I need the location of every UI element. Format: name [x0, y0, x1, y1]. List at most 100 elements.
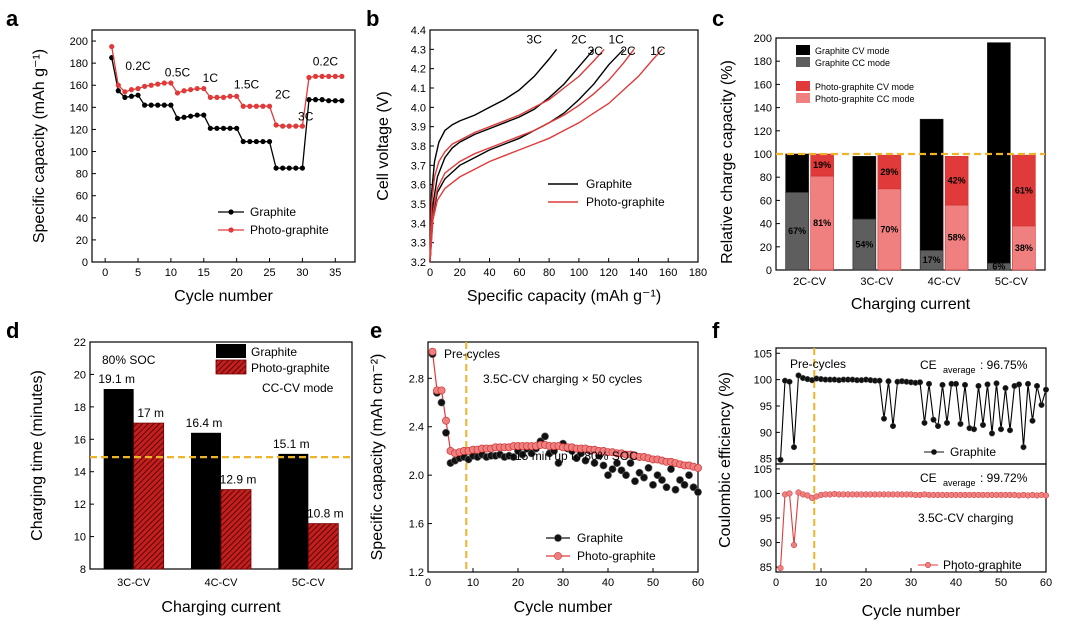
x-tick-label: 3C-CV	[117, 577, 151, 589]
x-tick-label: 30	[905, 577, 917, 589]
data-point	[273, 165, 279, 171]
data-point	[777, 456, 784, 463]
panel-letter: b	[366, 6, 379, 31]
y-tick-label: 3.5	[411, 199, 426, 211]
note-soc: 80% SOC	[102, 353, 156, 367]
data-point	[326, 98, 332, 104]
data-point	[975, 382, 982, 390]
data-point	[1002, 385, 1009, 392]
data-label: 190%	[987, 148, 1010, 158]
ce-subscript: average	[943, 478, 976, 488]
data-point	[174, 115, 181, 121]
legend-label: Photo-graphite CV mode	[815, 82, 914, 92]
data-point	[168, 102, 174, 108]
legend-label: Graphite	[250, 205, 296, 219]
bar-photo-graphite	[307, 523, 339, 570]
data-label: 19.1 m	[98, 372, 135, 386]
legend-label: Photo-graphite	[250, 223, 329, 237]
y-tick-label: 16	[74, 434, 86, 446]
y-tick-label: 120	[754, 126, 772, 138]
x-tick-label: 40	[483, 267, 495, 279]
rate-label: 2C	[620, 44, 636, 58]
y-tick-label: 85	[760, 562, 772, 574]
data-point	[128, 93, 135, 99]
data-point	[786, 378, 793, 385]
data-point-graphite	[667, 465, 675, 474]
x-tick-label: 40	[950, 577, 962, 589]
y-tick-label: 20	[74, 369, 86, 381]
bar-graphite-cv	[987, 42, 1011, 264]
y-tick-label: 4.2	[411, 64, 426, 76]
y-tick-label: 20	[760, 242, 772, 254]
x-tick-label: 4C-CV	[928, 276, 962, 288]
x-tick-label: 3C-CV	[860, 276, 894, 288]
data-label: 113%	[920, 180, 943, 190]
ce-label: CE	[920, 471, 937, 485]
data-point	[280, 165, 286, 171]
data-point-photo-graphite	[437, 386, 446, 395]
rate-label: 3C	[588, 44, 604, 58]
panel-a: a 0 20 40 60 80 100 120 140 160 180 200 0 5 10 15 20 25 30…	[6, 6, 356, 305]
data-label: 81%	[813, 218, 831, 228]
data-point	[135, 85, 141, 92]
panel-letter: a	[6, 6, 19, 31]
x-tick-label: 5C-CV	[995, 276, 1029, 288]
y-tick-label: 2.8	[409, 373, 424, 385]
data-point	[880, 415, 888, 422]
y-tick-label: 3.9	[411, 122, 426, 134]
data-point	[339, 73, 345, 79]
ce-subscript: average	[943, 365, 976, 375]
data-point	[293, 165, 299, 171]
legend-swatch	[796, 57, 810, 67]
data-point	[194, 85, 200, 92]
y-tick-label: 60	[76, 191, 88, 203]
x-tick-label: 50	[647, 577, 659, 589]
y-tick-label: 95	[760, 513, 772, 525]
x-tick-label: 10	[467, 577, 479, 589]
y-tick-label: 200	[754, 33, 772, 45]
legend-marker	[554, 552, 562, 560]
data-point	[253, 103, 259, 109]
data-point	[155, 102, 161, 108]
data-point-graphite	[437, 398, 446, 407]
y-tick-label: 4.4	[411, 25, 426, 37]
bar-photo-graphite	[220, 489, 252, 570]
data-point	[286, 165, 292, 171]
data-point	[227, 125, 233, 131]
y-tick-label: 40	[760, 219, 772, 231]
x-tick-label: 60	[513, 267, 525, 279]
y-tick-label: 3.3	[411, 238, 426, 250]
x-tick-label: 0	[773, 577, 779, 589]
data-point-graphite	[640, 473, 648, 482]
y-tick-label: 160	[754, 79, 772, 91]
data-point	[885, 378, 892, 385]
x-tick-label: 60	[692, 577, 704, 589]
y-tick-label: 160	[70, 80, 88, 92]
legend-label: Photo-graphite	[943, 558, 1022, 572]
rate-label: 0.2C	[313, 54, 339, 68]
voltage-curve	[429, 48, 595, 263]
bar-photo-cv	[1012, 154, 1036, 227]
data-point-graphite	[608, 465, 617, 474]
data-label: 61%	[1015, 186, 1033, 196]
x-axis-title: Cycle number	[862, 603, 961, 620]
y-tick-label: 2.4	[409, 422, 424, 434]
x-axis-title: Charging current	[851, 296, 971, 313]
y-tick-label: 200	[70, 36, 88, 48]
data-point	[240, 103, 246, 109]
x-tick-label: 4C-CV	[204, 577, 238, 589]
y-tick-label: 85	[760, 454, 772, 466]
y-tick-label: 3.2	[411, 257, 426, 269]
rate-label: 1.5C	[234, 78, 260, 92]
y-axis-title: Specific capacity (mAh g⁻¹)	[31, 49, 48, 243]
y-tick-label: 140	[754, 103, 772, 115]
y-axis-title: Cell voltage (V)	[375, 91, 392, 200]
rate-label: 1C	[203, 71, 219, 85]
data-point	[319, 97, 325, 103]
data-label: 29%	[880, 167, 898, 177]
bar-graphite	[278, 453, 309, 569]
x-tick-label: 140	[629, 267, 647, 279]
data-point	[181, 114, 187, 120]
data-point-graphite	[676, 476, 684, 484]
